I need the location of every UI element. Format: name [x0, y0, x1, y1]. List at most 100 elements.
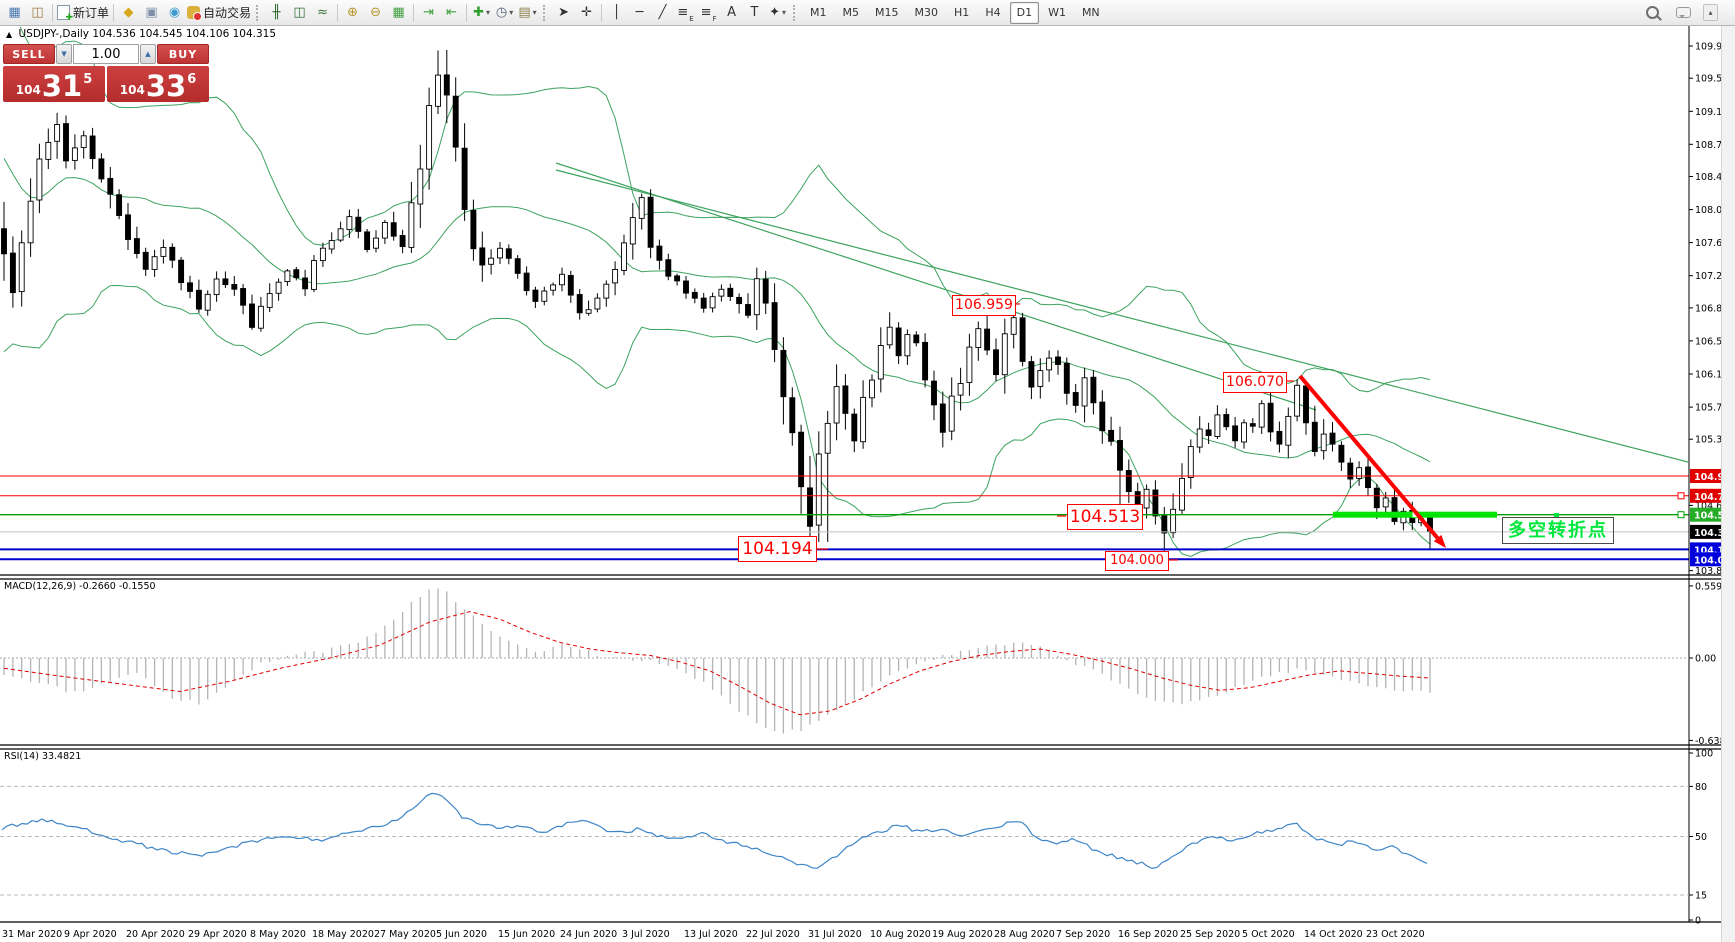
svg-text:19 Aug 2020: 19 Aug 2020	[932, 929, 993, 940]
svg-text:107.260: 107.260	[1695, 271, 1734, 282]
svg-text:108.020: 108.020	[1695, 205, 1734, 216]
trendline-icon: ╱	[658, 5, 667, 20]
metaeditor-icon[interactable]: ▣	[141, 2, 162, 23]
scroll-up-arrow[interactable]: ▴	[1703, 4, 1718, 21]
window-right-strip	[1721, 26, 1735, 942]
timeframe-d1[interactable]: D1	[1009, 1, 1040, 24]
volume-down-spinner[interactable]: ▼	[55, 44, 73, 64]
autotrading-button[interactable]: 自动交易	[187, 2, 251, 23]
chart-shift-icon[interactable]: ⇤	[441, 2, 462, 23]
profiles-icon[interactable]: ◫	[27, 2, 48, 23]
turning-point-note[interactable]: 多空转折点	[1502, 517, 1614, 544]
svg-text:100: 100	[1695, 749, 1713, 760]
fibonacci-icon[interactable]: ≡ F	[700, 5, 717, 23]
svg-text:108.770: 108.770	[1695, 140, 1734, 151]
chart-window-icon: ▦	[8, 5, 21, 20]
price-annotation-106.070[interactable]: 106.070	[1223, 372, 1287, 393]
svg-text:106.130: 106.130	[1695, 370, 1734, 381]
autotrading-button-label: 自动交易	[203, 6, 252, 20]
svg-text:109.150: 109.150	[1695, 107, 1734, 118]
timeframe-w1[interactable]: W1	[1048, 6, 1066, 19]
svg-text:15: 15	[1695, 891, 1707, 902]
timeframe-h4[interactable]: H4	[985, 6, 1001, 19]
symbol-marker-icon: ▲	[6, 30, 13, 39]
periods-button[interactable]: ◷ ▾	[495, 5, 514, 20]
toolbar-buttons: ▦ ◫ 新订单 ◆ ▣ ◉ 自动交易 ╫ ◫ ≈ ⊕ ⊖ ▦ ⇥ ⇤ ✚▾ ◷▾ ▤▾ ➤ ✛ │ ─ ╱ ≡E ≡F AT ✦▾ M…	[3, 1, 1641, 24]
price-annotation-106.959[interactable]: 106.959	[952, 295, 1016, 316]
candlestick-chart-icon[interactable]: ◫	[289, 2, 310, 23]
volume-up-spinner[interactable]: ▲	[139, 44, 157, 64]
svg-text:109.900: 109.900	[1695, 42, 1734, 53]
zoom-out-icon: ⊖	[370, 5, 381, 20]
horizontal-line-icon: ─	[635, 5, 644, 20]
one-click-trade-panel: SELL ▼ 1.00 ▲ BUY 104 31 5 104 33 6	[3, 44, 210, 102]
timeframe-mn[interactable]: MN	[1081, 6, 1100, 19]
arrows-button[interactable]: ✦ ▾	[769, 5, 786, 20]
equidistant-channel-icon[interactable]: ≡ E	[677, 5, 694, 23]
svg-text:50: 50	[1695, 832, 1707, 843]
svg-text:104.513: 104.513	[1694, 511, 1735, 522]
text-icon[interactable]: A	[721, 2, 742, 23]
new-order-button[interactable]: 新订单	[57, 2, 109, 23]
svg-text:104.730: 104.730	[1694, 492, 1735, 503]
sell-price-prefix: 104	[15, 83, 41, 97]
tile-windows-icon[interactable]: ▦	[388, 2, 409, 23]
search-icon[interactable]	[1642, 2, 1663, 23]
svg-text:108.400: 108.400	[1695, 172, 1734, 183]
svg-text:24 Jun 2020: 24 Jun 2020	[560, 929, 617, 940]
timeframe-m30[interactable]: M30	[914, 6, 939, 19]
cursor-icon[interactable]: ➤	[553, 2, 574, 23]
cursor-icon: ➤	[558, 5, 569, 20]
horizontal-line-icon[interactable]: ─	[629, 2, 650, 23]
candlestick-chart-icon: ◫	[293, 5, 306, 20]
equidistant-channel-icon: ≡	[677, 5, 689, 20]
sell-button[interactable]: SELL	[3, 44, 55, 64]
chat-icon[interactable]	[1673, 2, 1694, 23]
zoom-in-icon[interactable]: ⊕	[342, 2, 363, 23]
svg-text:106.890: 106.890	[1695, 303, 1734, 314]
trendline-icon[interactable]: ╱	[652, 2, 673, 23]
svg-text:104.620: 104.620	[1695, 501, 1734, 512]
styles-icon[interactable]: ◆	[118, 2, 139, 23]
vertical-line-icon[interactable]: │	[606, 2, 627, 23]
price-annotation-104.000[interactable]: 104.000	[1105, 551, 1169, 571]
svg-text:80: 80	[1695, 782, 1707, 793]
new-order-icon	[57, 5, 73, 23]
zoom-in-icon: ⊕	[347, 5, 358, 20]
price-annotation-104.513[interactable]: 104.513	[1067, 504, 1143, 530]
buy-price-display[interactable]: 104 33 6	[107, 66, 209, 102]
timeframe-m15[interactable]: M15	[875, 6, 899, 19]
volume-input[interactable]: 1.00	[73, 44, 139, 64]
toolbar-separator	[466, 3, 468, 22]
svg-text:5 Oct 2020: 5 Oct 2020	[1242, 929, 1295, 940]
zoom-out-icon[interactable]: ⊖	[365, 2, 386, 23]
timeframe-m5[interactable]: M5	[842, 6, 860, 19]
signals-icon: ◉	[168, 5, 181, 20]
buy-button[interactable]: BUY	[157, 44, 210, 64]
svg-text:20 Apr 2020: 20 Apr 2020	[126, 929, 185, 940]
macd-indicator-label: MACD(12,26,9) -0.2660 -0.1550	[4, 581, 156, 592]
svg-text:104.958: 104.958	[1694, 472, 1735, 483]
timeframe-h1[interactable]: H1	[954, 6, 970, 19]
timeframe-m1[interactable]: M1	[810, 6, 827, 19]
sell-price-display[interactable]: 104 31 5	[3, 66, 105, 102]
crosshair-icon[interactable]: ✛	[576, 2, 597, 23]
chart-shift-icon: ⇤	[446, 5, 457, 20]
svg-text:105.750: 105.750	[1695, 403, 1734, 414]
text-label-icon[interactable]: T	[744, 2, 765, 23]
svg-text:104.114: 104.114	[1694, 545, 1735, 556]
auto-scroll-icon[interactable]: ⇥	[418, 2, 439, 23]
svg-text:31 Jul 2020: 31 Jul 2020	[808, 929, 862, 940]
bar-chart-icon[interactable]: ╫	[266, 2, 287, 23]
price-annotation-104.194[interactable]: 104.194	[738, 536, 817, 562]
svg-text:27 May 2020: 27 May 2020	[374, 929, 436, 940]
svg-text:8 May 2020: 8 May 2020	[250, 929, 306, 940]
line-chart-icon[interactable]: ≈	[312, 2, 333, 23]
toolbar-separator	[256, 4, 261, 21]
sell-price-pip: 5	[83, 72, 93, 87]
templates-button[interactable]: ▤ ▾	[518, 5, 537, 20]
signals-icon[interactable]: ◉	[164, 2, 185, 23]
indicators-button[interactable]: ✚ ▾	[473, 5, 490, 20]
chart-window-icon[interactable]: ▦	[4, 2, 25, 23]
